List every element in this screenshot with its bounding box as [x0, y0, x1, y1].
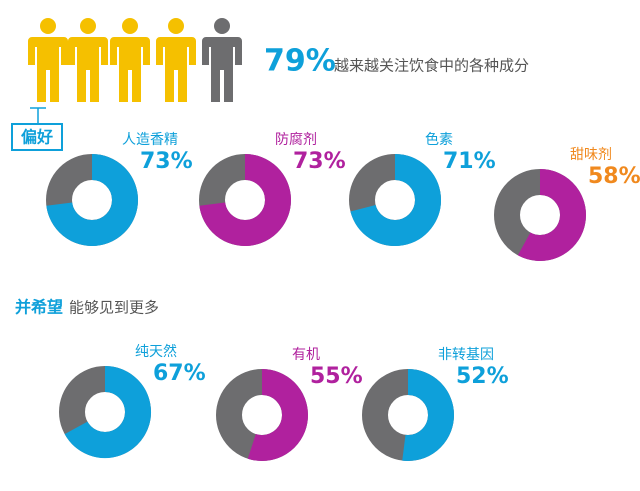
item-value: 71%	[443, 149, 496, 174]
donut-arc	[46, 154, 138, 246]
donut-arc	[199, 154, 291, 246]
donut-arc	[247, 369, 308, 461]
donut-arc	[517, 169, 586, 261]
item-name: 非转基因	[438, 346, 494, 363]
item-name: 人造香精	[122, 132, 178, 148]
item-value: 58%	[588, 164, 640, 189]
section-label: 能够见到更多	[69, 299, 159, 317]
headline-text: 越来越关注饮食中的各种成分	[334, 57, 529, 75]
section-badge	[11, 123, 63, 151]
headline-percent: 79%	[264, 44, 336, 79]
item-value: 52%	[456, 364, 509, 389]
person-icon	[28, 18, 68, 102]
item-value: 55%	[310, 364, 363, 389]
people-icons	[28, 18, 242, 102]
item-value: 67%	[153, 361, 206, 386]
person-icon	[156, 18, 196, 102]
donut-arc	[350, 154, 441, 246]
donut-arc	[64, 366, 151, 458]
donut-arc	[402, 369, 454, 461]
item-name: 甜味剂	[570, 147, 612, 163]
person-icon	[110, 18, 150, 102]
item-value: 73%	[140, 149, 193, 174]
section-label: 偏好	[21, 128, 53, 147]
item-name: 色素	[425, 131, 453, 148]
item-value: 73%	[293, 149, 346, 174]
section-label: 并希望	[15, 298, 63, 317]
item-name: 纯天然	[135, 343, 177, 360]
person-icon	[68, 18, 108, 102]
item-name: 有机	[292, 347, 320, 363]
person-icon	[202, 18, 242, 102]
item-name: 防腐剂	[275, 131, 317, 148]
